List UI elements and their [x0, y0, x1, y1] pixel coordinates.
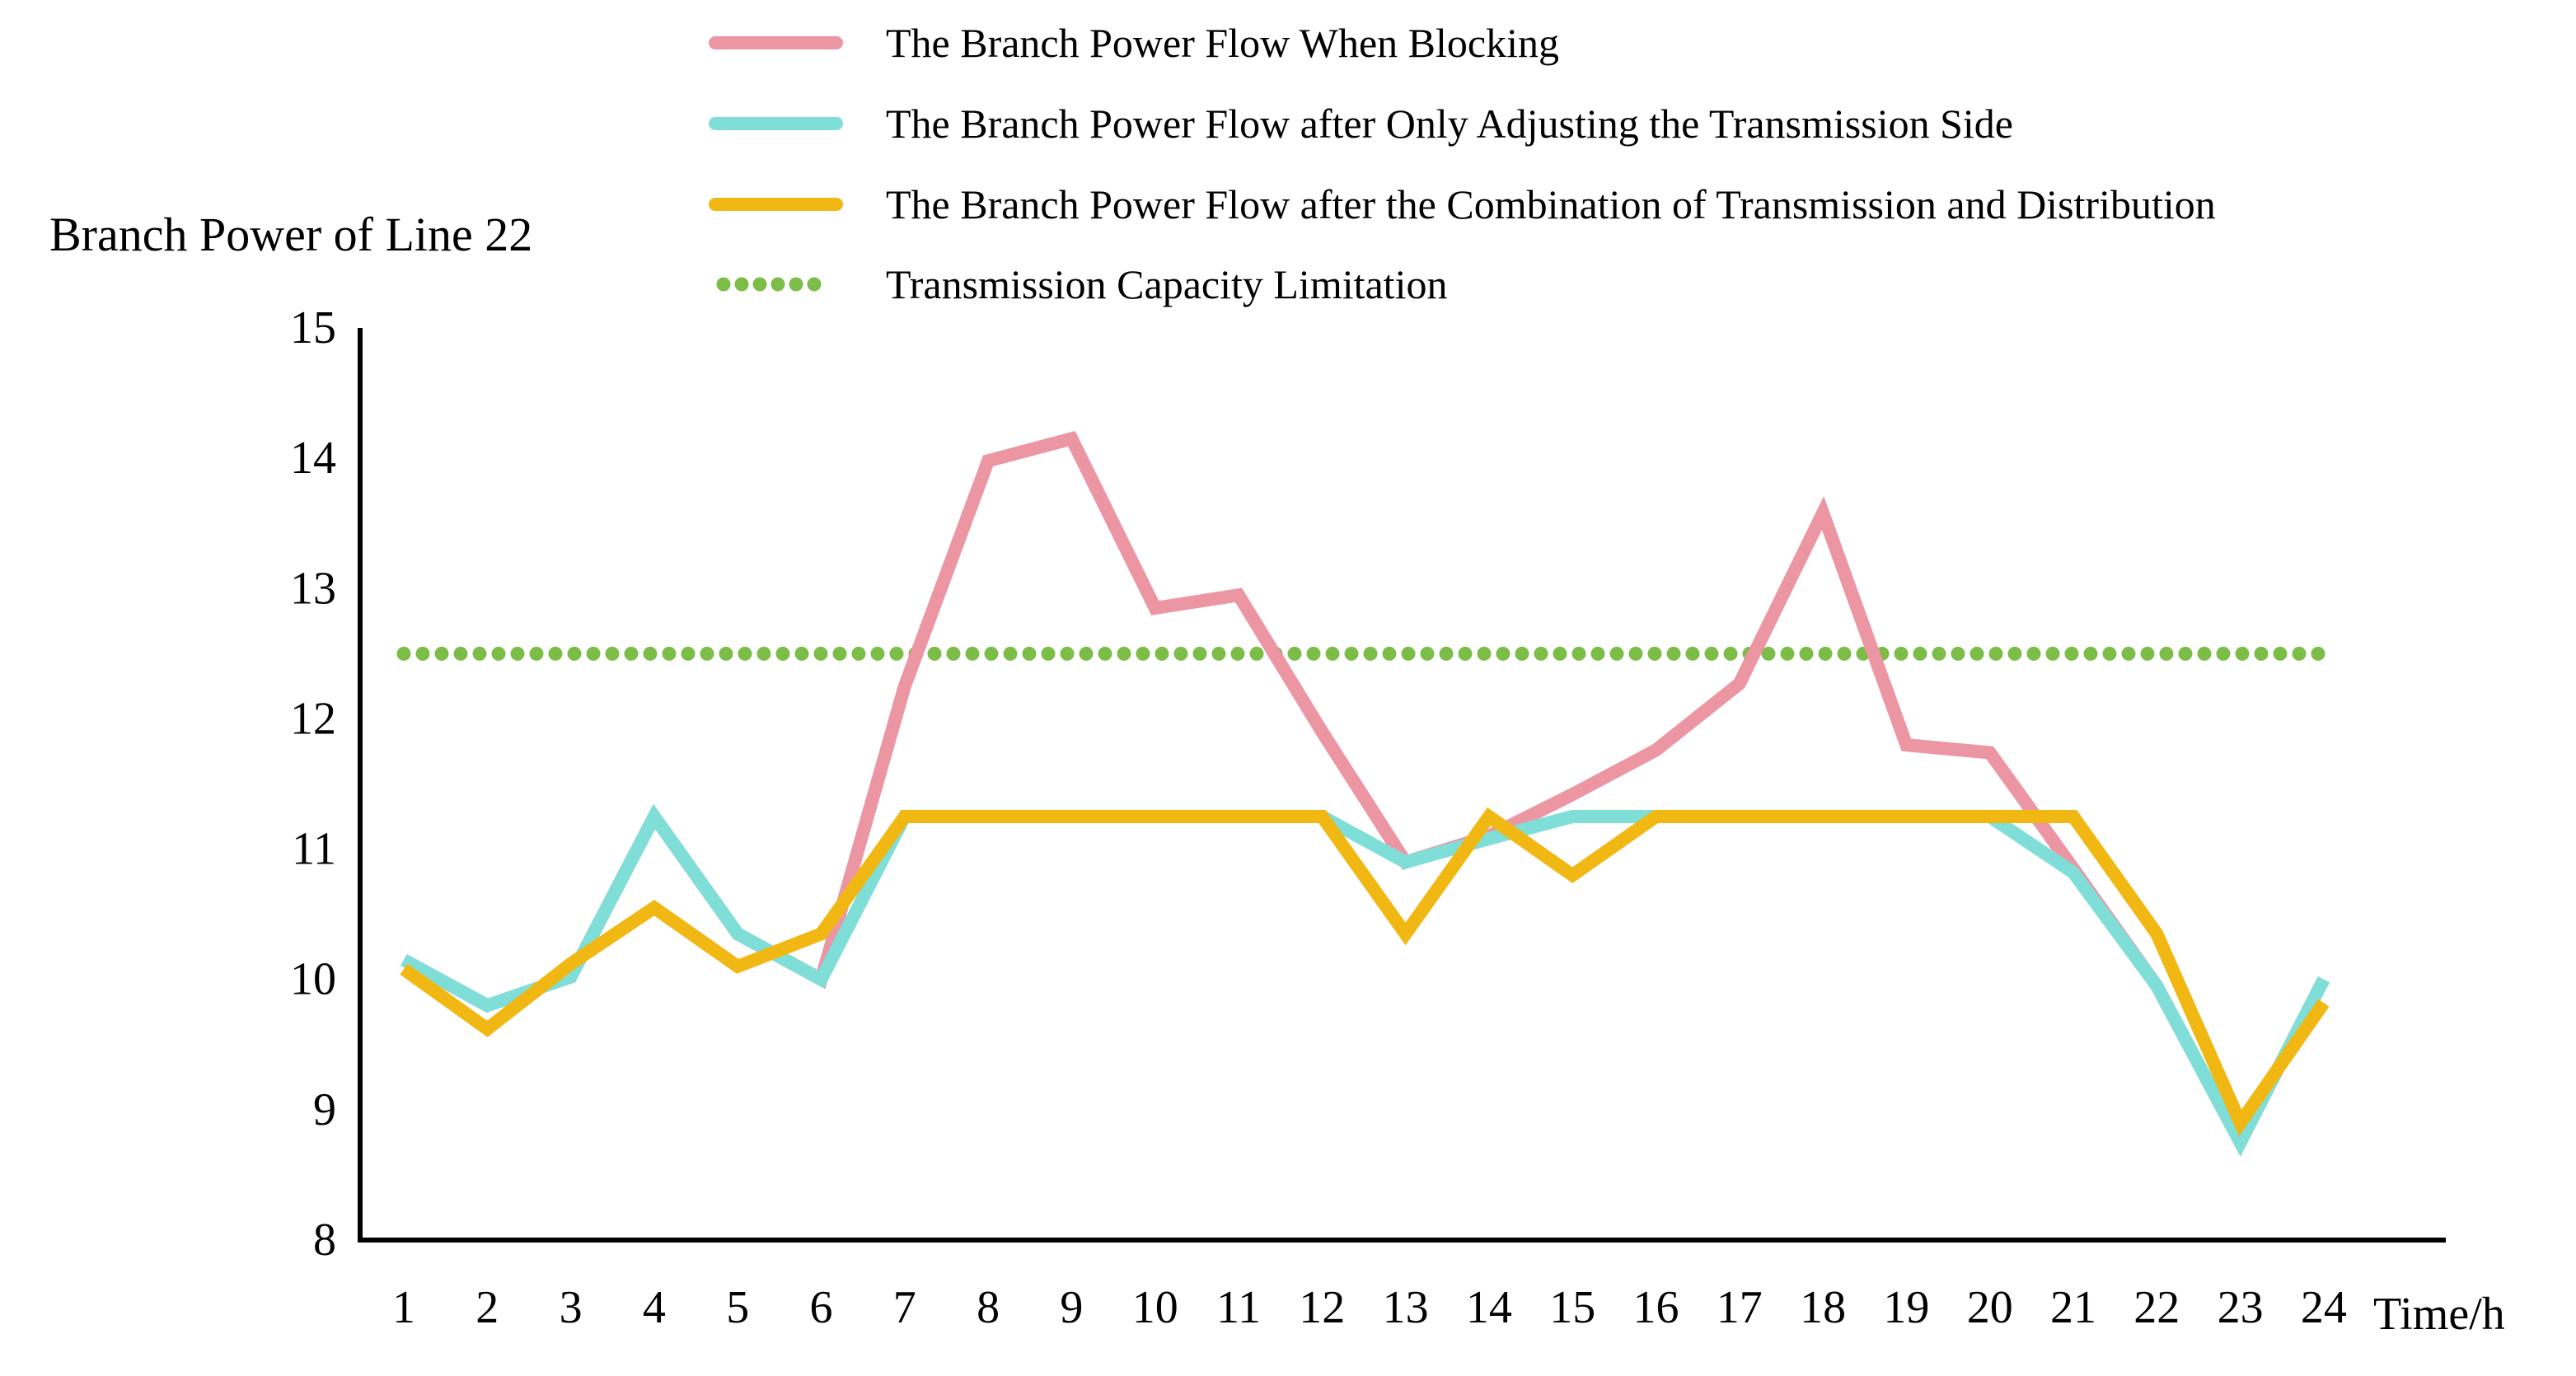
- y-tick-label: 8: [313, 1215, 336, 1266]
- x-tick-label: 8: [977, 1282, 1000, 1333]
- x-tick-label: 1: [392, 1282, 415, 1333]
- x-tick-label: 12: [1299, 1282, 1345, 1333]
- x-tick-label: 5: [726, 1282, 749, 1333]
- y-tick-label: 11: [292, 824, 336, 875]
- x-tick-label: 2: [475, 1282, 499, 1333]
- x-tick-label: 3: [560, 1282, 583, 1333]
- y-tick-label: 10: [290, 954, 336, 1005]
- series-line-3: [400, 807, 2330, 1136]
- x-tick-label: 21: [2050, 1282, 2096, 1333]
- y-tick-label: 13: [290, 563, 336, 614]
- y-tick-label: 12: [290, 693, 336, 744]
- legend-label-4: Transmission Capacity Limitation: [886, 261, 1447, 307]
- x-tick-label: 4: [643, 1282, 666, 1333]
- x-tick-label: 14: [1466, 1282, 1512, 1333]
- legend-label-3: The Branch Power Flow after the Combinat…: [886, 181, 2216, 227]
- x-tick-label: 7: [893, 1282, 916, 1333]
- y-tick-label: 9: [313, 1084, 336, 1135]
- legend-label-1: The Branch Power Flow When Blocking: [886, 20, 1559, 66]
- x-tick-label: 24: [2301, 1282, 2347, 1333]
- x-tick-label: 19: [1883, 1282, 1929, 1333]
- x-tick-label: 22: [2133, 1282, 2180, 1333]
- x-tick-label: 18: [1800, 1282, 1846, 1333]
- x-tick-label: 20: [1967, 1282, 2013, 1333]
- y-tick-label: 15: [290, 302, 336, 353]
- x-tick-label: 9: [1060, 1282, 1083, 1333]
- x-tick-label: 6: [810, 1282, 833, 1333]
- legend-label-2: The Branch Power Flow after Only Adjusti…: [886, 101, 2013, 147]
- series-line-1: [400, 430, 2330, 1157]
- x-axis-label: Time/h: [2373, 1289, 2505, 1340]
- x-tick-label: 15: [1549, 1282, 1595, 1333]
- x-tick-label: 11: [1216, 1282, 1261, 1333]
- legend: The Branch Power Flow When Blocking The B…: [709, 20, 2216, 307]
- y-axis-label: Branch Power of Line 22: [49, 208, 532, 261]
- x-tick-label: 13: [1383, 1282, 1429, 1333]
- y-tick-labels: 8 9 10 11 12 13 14 15: [290, 302, 336, 1266]
- x-tick-label: 16: [1633, 1282, 1679, 1333]
- series-line-2: [400, 803, 2330, 1157]
- series-layer: [396, 430, 2331, 1157]
- x-tick-label: 10: [1132, 1282, 1178, 1333]
- x-tick-label: 23: [2218, 1282, 2264, 1333]
- y-tick-label: 14: [290, 433, 336, 484]
- x-tick-labels: 1 2 3 4 5 6 7 8 9 10 11 12 13 14 15 16 17 18 19 20 21 22 23 24: [392, 1282, 2347, 1333]
- x-tick-label: 17: [1717, 1282, 1763, 1333]
